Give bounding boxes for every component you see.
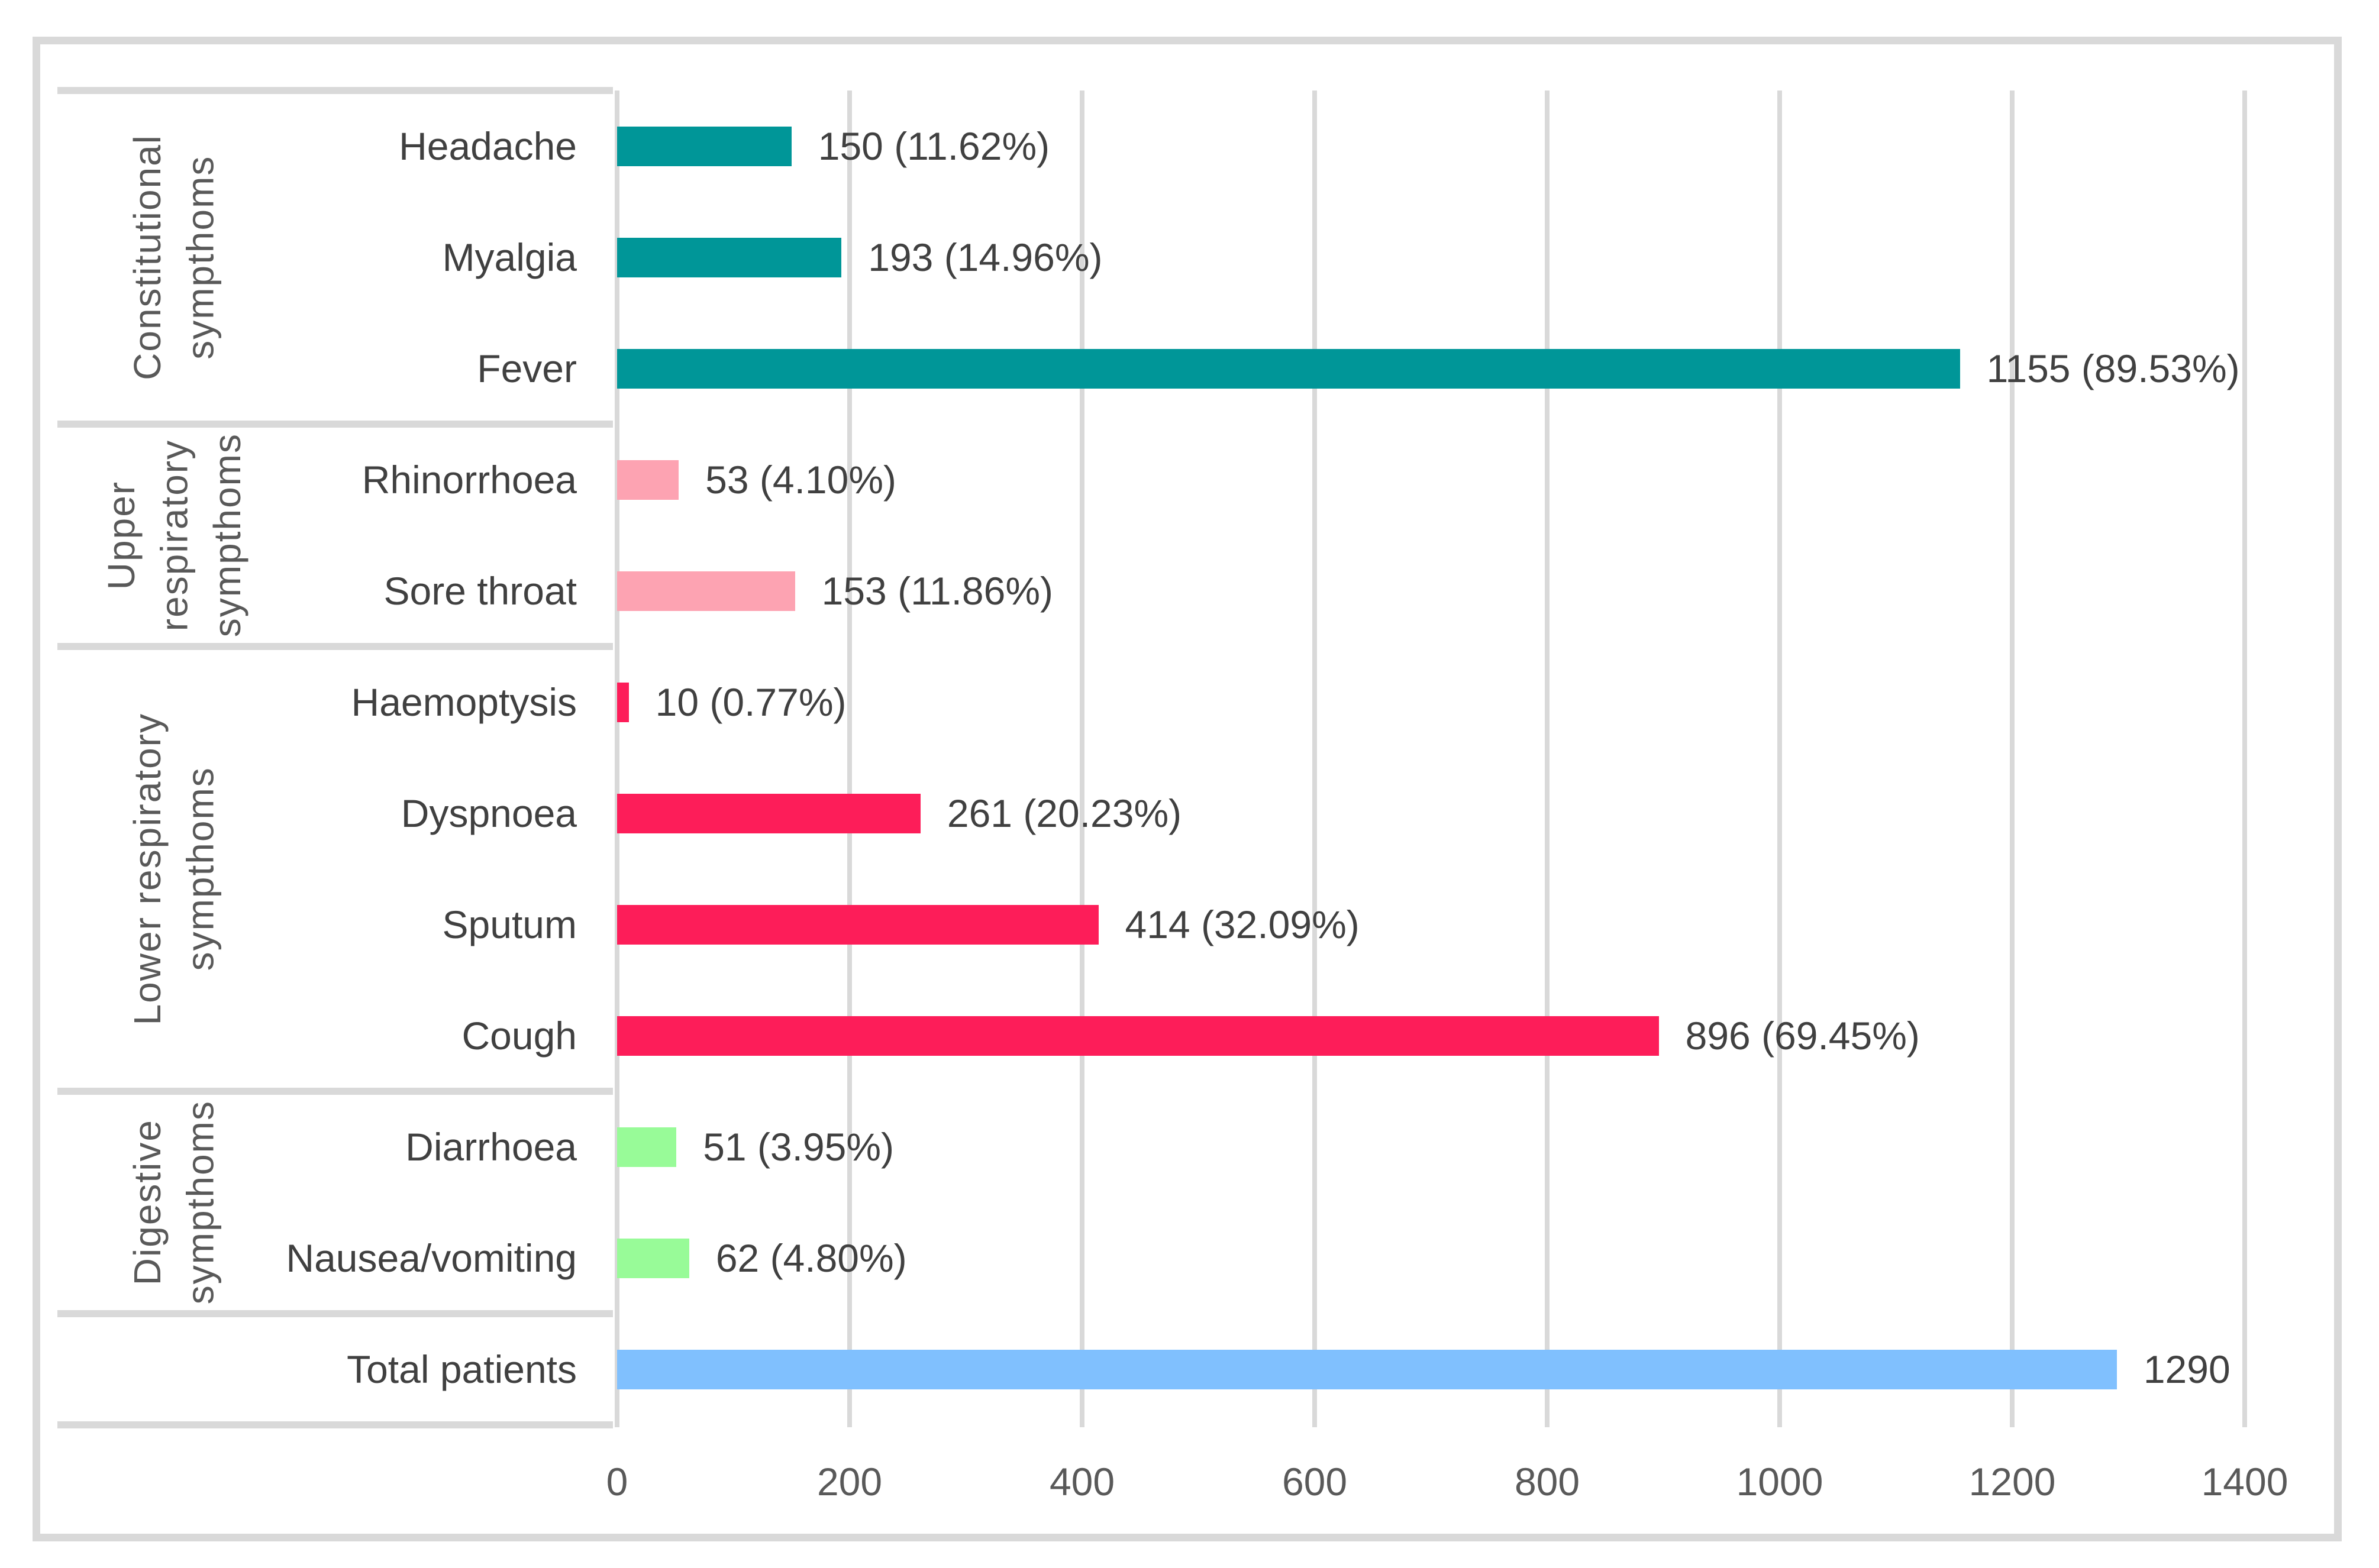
gridline-600 xyxy=(1312,90,1317,1427)
panel-divider xyxy=(57,1088,613,1095)
gridline-1200 xyxy=(2010,90,2015,1427)
bar-dyspnoea xyxy=(617,793,921,833)
value-label-sputum: 414 (32.09%) xyxy=(1125,903,1360,946)
bar-sputum xyxy=(617,904,1099,945)
category-label-fever: Fever xyxy=(477,347,577,390)
value-label-fever: 1155 (89.53%) xyxy=(1986,347,2240,390)
value-label-nausea-vomiting: 62 (4.80%) xyxy=(715,1236,907,1280)
value-label-rhinorrhoea: 53 (4.10%) xyxy=(705,458,896,502)
bar-rhinorrhoea xyxy=(617,460,679,500)
x-tick-0: 0 xyxy=(606,1460,628,1504)
category-label-headache: Headache xyxy=(399,124,577,168)
panel-divider xyxy=(57,421,613,428)
x-tick-800: 800 xyxy=(1514,1460,1580,1504)
gridline-200 xyxy=(847,90,852,1427)
x-tick-200: 200 xyxy=(816,1460,883,1504)
panel-divider xyxy=(57,1421,613,1428)
bar-nausea-vomiting xyxy=(617,1238,689,1278)
x-tick-1200: 1200 xyxy=(1968,1460,2056,1504)
category-label-cough: Cough xyxy=(461,1014,577,1058)
value-label-total-patients: 1290 xyxy=(2143,1347,2230,1391)
value-label-cough: 896 (69.45%) xyxy=(1685,1014,1920,1058)
category-label-total-patients: Total patients xyxy=(347,1347,577,1391)
gridline-1000 xyxy=(1777,90,1782,1427)
category-label-nausea-vomiting: Nausea/vomiting xyxy=(286,1236,577,1280)
category-label-sputum: Sputum xyxy=(442,903,577,946)
bar-headache xyxy=(617,126,792,166)
value-label-dyspnoea: 261 (20.23%) xyxy=(947,791,1182,835)
bar-myalgia xyxy=(617,237,842,277)
panel-divider xyxy=(57,643,613,650)
group-label-text: Lower respiratory sympthoms xyxy=(126,712,222,1026)
gridline-0 xyxy=(615,90,619,1427)
category-label-haemoptysis: Haemoptysis xyxy=(351,680,577,724)
category-label-diarrhoea: Diarrhoea xyxy=(405,1125,577,1169)
x-tick-1400: 1400 xyxy=(2201,1460,2288,1504)
bar-haemoptysis xyxy=(617,682,629,722)
bar-sore-throat xyxy=(617,571,795,611)
value-label-headache: 150 (11.62%) xyxy=(818,124,1050,168)
x-tick-600: 600 xyxy=(1282,1460,1348,1504)
gridline-1400 xyxy=(2242,90,2247,1427)
bar-total-patients xyxy=(617,1349,2117,1389)
panel-divider xyxy=(57,1310,613,1317)
bar-diarrhoea xyxy=(617,1127,677,1167)
gridline-400 xyxy=(1080,90,1084,1427)
bar-fever xyxy=(617,348,1960,389)
category-label-myalgia: Myalgia xyxy=(442,235,577,279)
value-label-sore-throat: 153 (11.86%) xyxy=(821,569,1053,613)
panel-divider xyxy=(57,87,613,94)
value-label-haemoptysis: 10 (0.77%) xyxy=(655,680,847,724)
value-label-myalgia: 193 (14.96%) xyxy=(868,235,1103,279)
gridline-800 xyxy=(1545,90,1550,1427)
chart-outer-frame xyxy=(33,37,2342,1541)
category-label-dyspnoea: Dyspnoea xyxy=(401,791,577,835)
bar-cough xyxy=(617,1016,1659,1056)
x-tick-400: 400 xyxy=(1049,1460,1115,1504)
value-label-diarrhoea: 51 (3.95%) xyxy=(703,1125,895,1169)
x-tick-1000: 1000 xyxy=(1736,1460,1823,1504)
category-label-sore-throat: Sore throat xyxy=(383,569,577,613)
category-label-rhinorrhoea: Rhinorrhoea xyxy=(361,458,577,502)
